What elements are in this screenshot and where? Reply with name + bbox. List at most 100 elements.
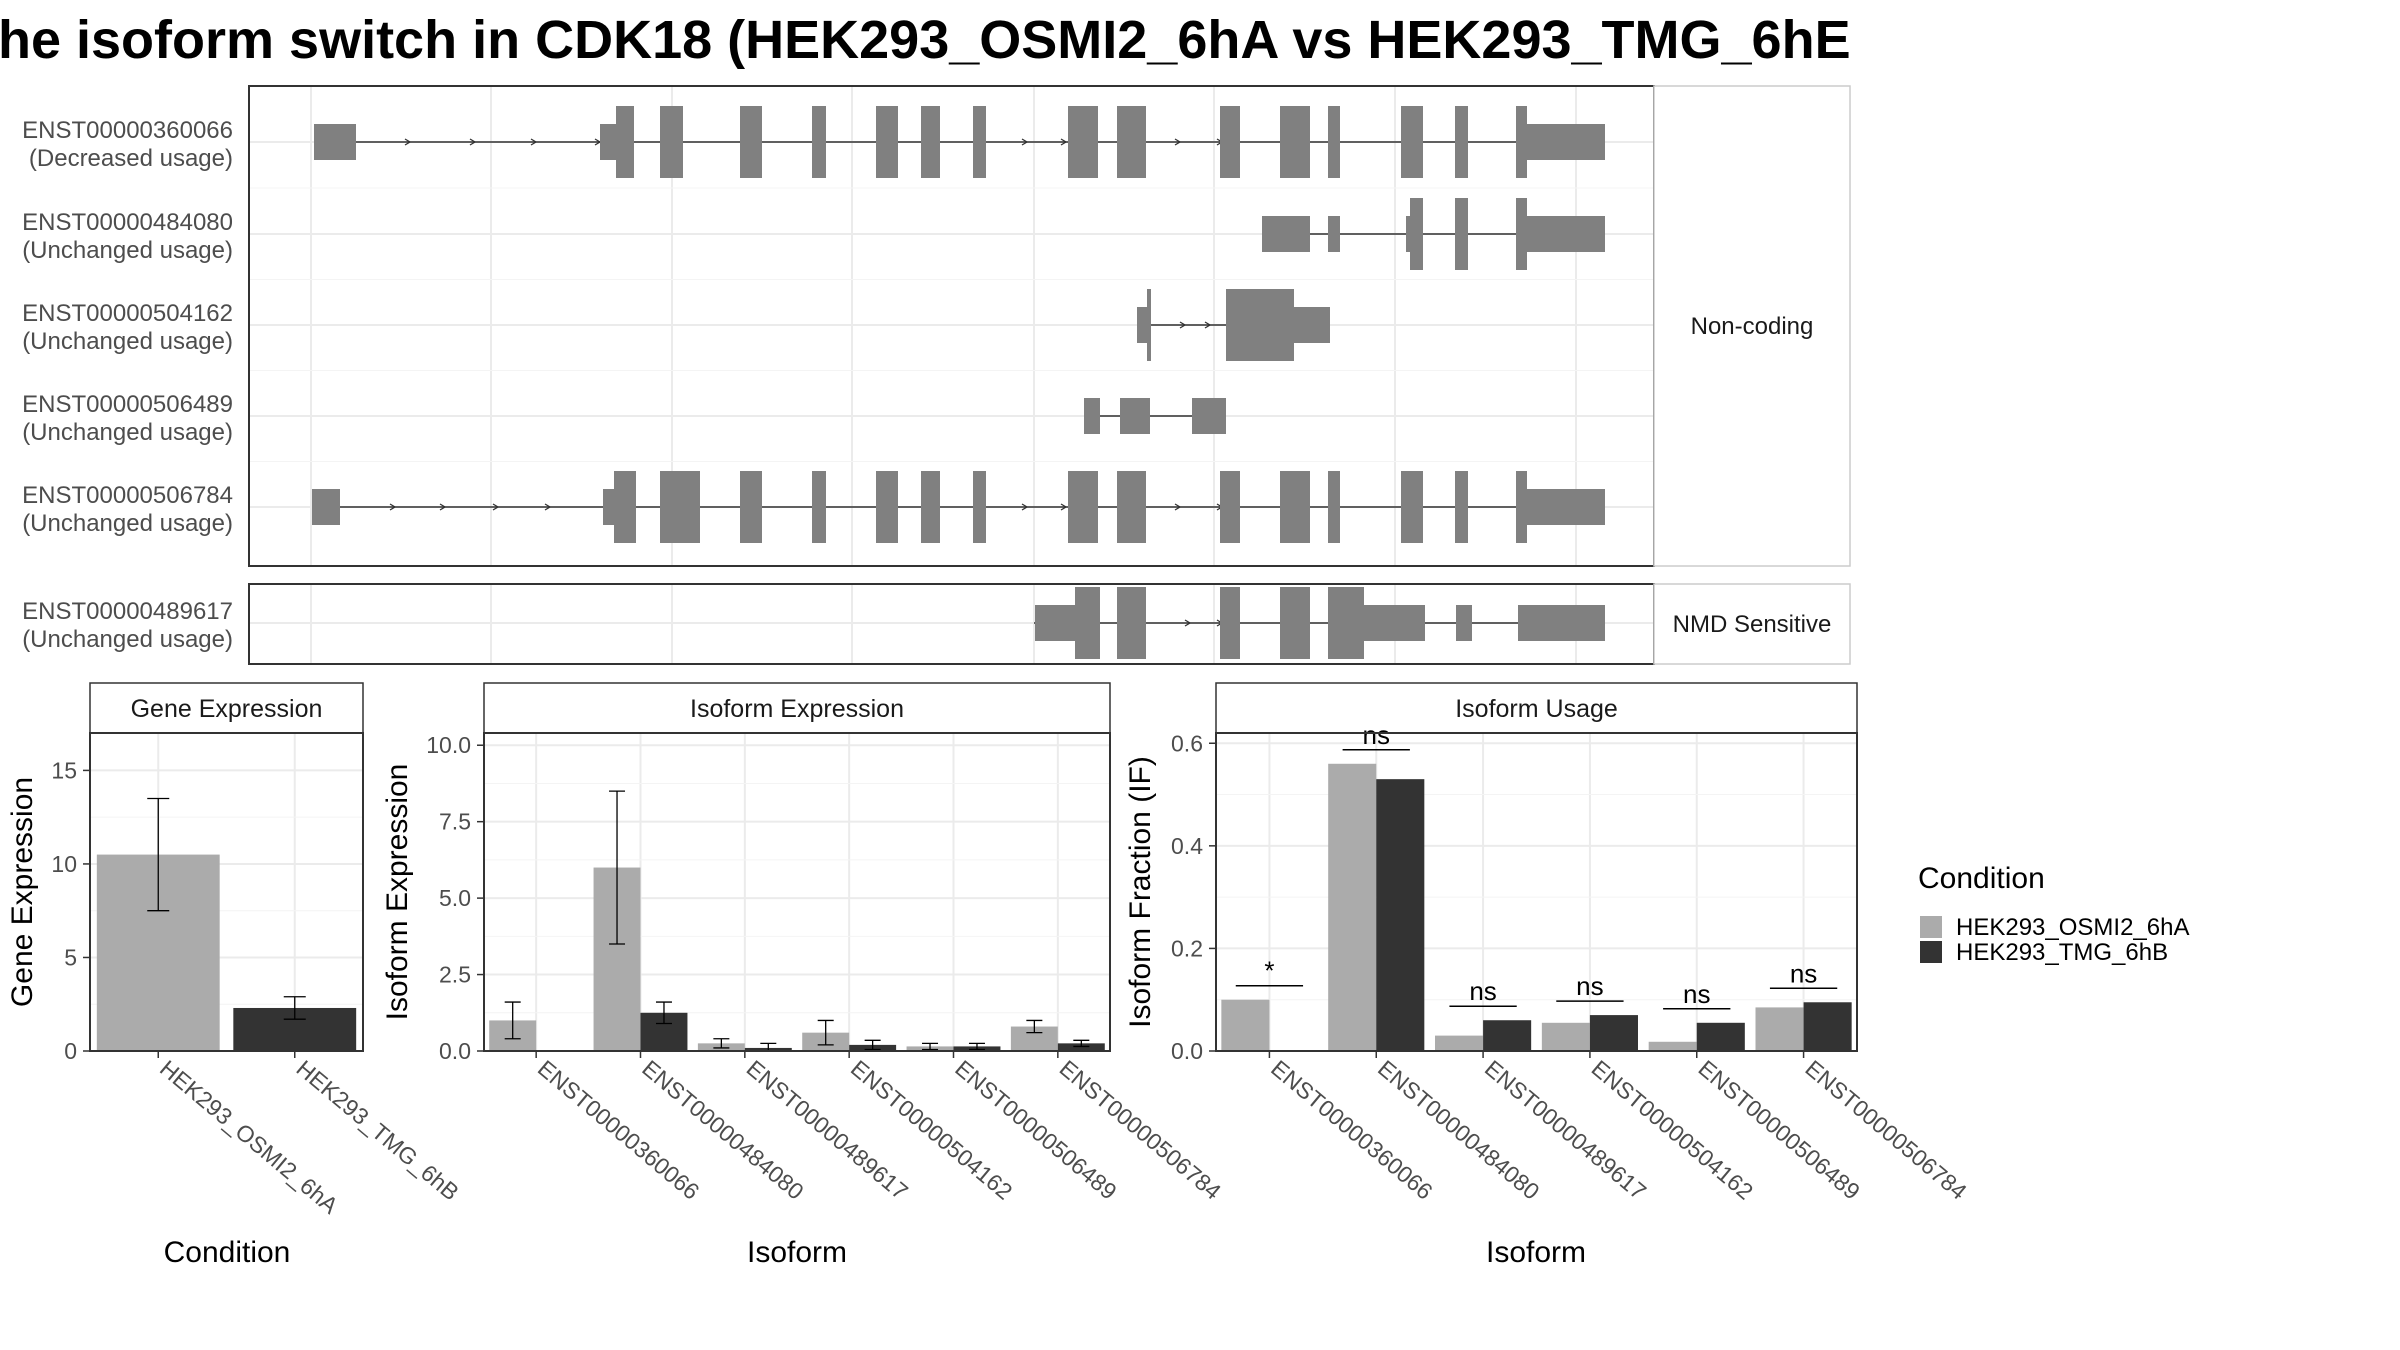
legend-label-tmg: HEK293_TMG_6hB [1956, 939, 2168, 966]
strand-arrow [1060, 138, 1068, 146]
exon-utr [1137, 307, 1147, 343]
exon-cds [660, 471, 700, 543]
transcript-id-label: ENST00000360066 [22, 117, 233, 144]
exon-cds [876, 106, 898, 178]
bar-osmi [1648, 1041, 1697, 1051]
strip-nmd [1653, 583, 1851, 665]
exon-cds [812, 106, 826, 178]
legend-title: Condition [1918, 862, 2045, 895]
bar-charts-panel: Gene Expression051015HEK293_OSMI2_6hAHEK… [6, 682, 1972, 1269]
strand-arrow [1021, 138, 1029, 146]
exon-cds [1328, 471, 1340, 543]
y-tick-label: 0 [64, 1038, 77, 1064]
exon-cds [616, 106, 634, 178]
bar-osmi [1755, 1007, 1804, 1051]
y-tick-label: 5 [64, 944, 77, 970]
y-tick-label: 0.0 [439, 1038, 471, 1064]
exon-cds [1401, 471, 1423, 543]
bar-tmg [1803, 1002, 1852, 1051]
transcript-id-label: ENST00000506784 [22, 482, 233, 509]
strand-arrow [1174, 503, 1182, 511]
chart-strip [1215, 682, 1858, 734]
exon-utr [1262, 216, 1310, 252]
plot-border [483, 732, 1111, 1052]
plot-border [89, 732, 364, 1052]
transcript-structure-panel: Non-coding NMD Sensitive ENST00000360066(D… [22, 85, 1851, 665]
exon-cds [1220, 106, 1240, 178]
exon-cds [1226, 289, 1294, 361]
legend-label-osmi: HEK293_OSMI2_6hA [1956, 914, 2189, 941]
strand-arrow [1060, 503, 1068, 511]
exon-cds [1516, 106, 1527, 178]
exon-utr [603, 489, 614, 525]
bar-tmg [1483, 1020, 1532, 1051]
transcript-usage-label: (Unchanged usage) [22, 328, 233, 355]
strand-arrow [544, 503, 552, 511]
figure-title: he isoform switch in CDK18 (HEK293_OSMI2… [0, 10, 1851, 70]
strand-arrow [1184, 619, 1192, 627]
exon-utr [1527, 124, 1605, 160]
y-axis-title: Isoform Fraction (IF) [1124, 756, 1157, 1028]
x-axis-title: Isoform [747, 1236, 847, 1269]
transcript-id-label: ENST00000506489 [22, 391, 233, 418]
exon-cds [740, 106, 762, 178]
transcript-usage-label: (Unchanged usage) [22, 237, 233, 264]
y-tick-label: 0.2 [1171, 935, 1203, 961]
exon-cds [1455, 198, 1468, 270]
y-tick-label: 2.5 [439, 962, 471, 988]
plot-bg [484, 733, 1110, 1051]
significance-label: ns [1469, 976, 1496, 1006]
y-tick-label: 5.0 [439, 885, 471, 911]
exon-cds [921, 471, 940, 543]
strand-arrow [469, 138, 477, 146]
bar-tmg [1057, 1043, 1105, 1051]
y-tick-label: 7.5 [439, 809, 471, 835]
strand-arrow [492, 503, 500, 511]
transcript-id-label: ENST00000489617 [22, 598, 233, 625]
exon-cds [1220, 471, 1240, 543]
exon-utr [1035, 605, 1075, 641]
exon-utr [314, 124, 356, 160]
bar-tmg [1589, 1015, 1638, 1051]
bar-osmi [1435, 1035, 1484, 1051]
transcript-usage-label: (Decreased usage) [29, 145, 233, 172]
y-tick-label: 0.4 [1171, 833, 1203, 859]
transcript-id-label: ENST00000484080 [22, 209, 233, 236]
strip-label-noncoding: Non-coding [1691, 313, 1814, 340]
strip-noncoding [1653, 85, 1851, 567]
exon-utr [1406, 216, 1410, 252]
x-axis-title: Condition [164, 1236, 291, 1269]
transcript-usage-label: (Unchanged usage) [22, 419, 233, 446]
exon-cds [1147, 289, 1151, 361]
exon-utr [1527, 216, 1605, 252]
transcript-usage-label: (Unchanged usage) [22, 510, 233, 537]
strand-arrow [389, 503, 397, 511]
transcript-id-label: ENST00000504162 [22, 300, 233, 327]
transcript-usage-label: (Unchanged usage) [22, 626, 233, 653]
exon-cds [1410, 198, 1423, 270]
condition-legend: Condition HEK293_OSMI2_6hA HEK293_TMG_6h… [1918, 862, 2189, 966]
strand-arrow [1174, 138, 1182, 146]
bar-osmi [1328, 763, 1377, 1051]
strand-arrow [1179, 321, 1187, 329]
exon-cds [1401, 106, 1423, 178]
exon-cds [973, 471, 986, 543]
exon-cds [1455, 106, 1468, 178]
bar-tmg [1696, 1022, 1745, 1051]
legend-swatch-osmi [1920, 916, 1942, 938]
exon-utr [1294, 307, 1330, 343]
exon-cds [1328, 587, 1364, 659]
exon-utr [1192, 398, 1226, 434]
exon-cds [740, 471, 762, 543]
significance-label: ns [1576, 971, 1603, 1001]
exon-cds [812, 471, 826, 543]
chart-strip [483, 682, 1111, 734]
strand-arrow [1204, 321, 1212, 329]
exon-cds [1068, 106, 1098, 178]
chart-strip-title: Isoform Usage [1455, 695, 1618, 723]
exon-cds [1328, 106, 1340, 178]
chart-1: Isoform Expression0.02.55.07.510.0ENST00… [381, 682, 1226, 1269]
exon-utr [312, 489, 340, 525]
